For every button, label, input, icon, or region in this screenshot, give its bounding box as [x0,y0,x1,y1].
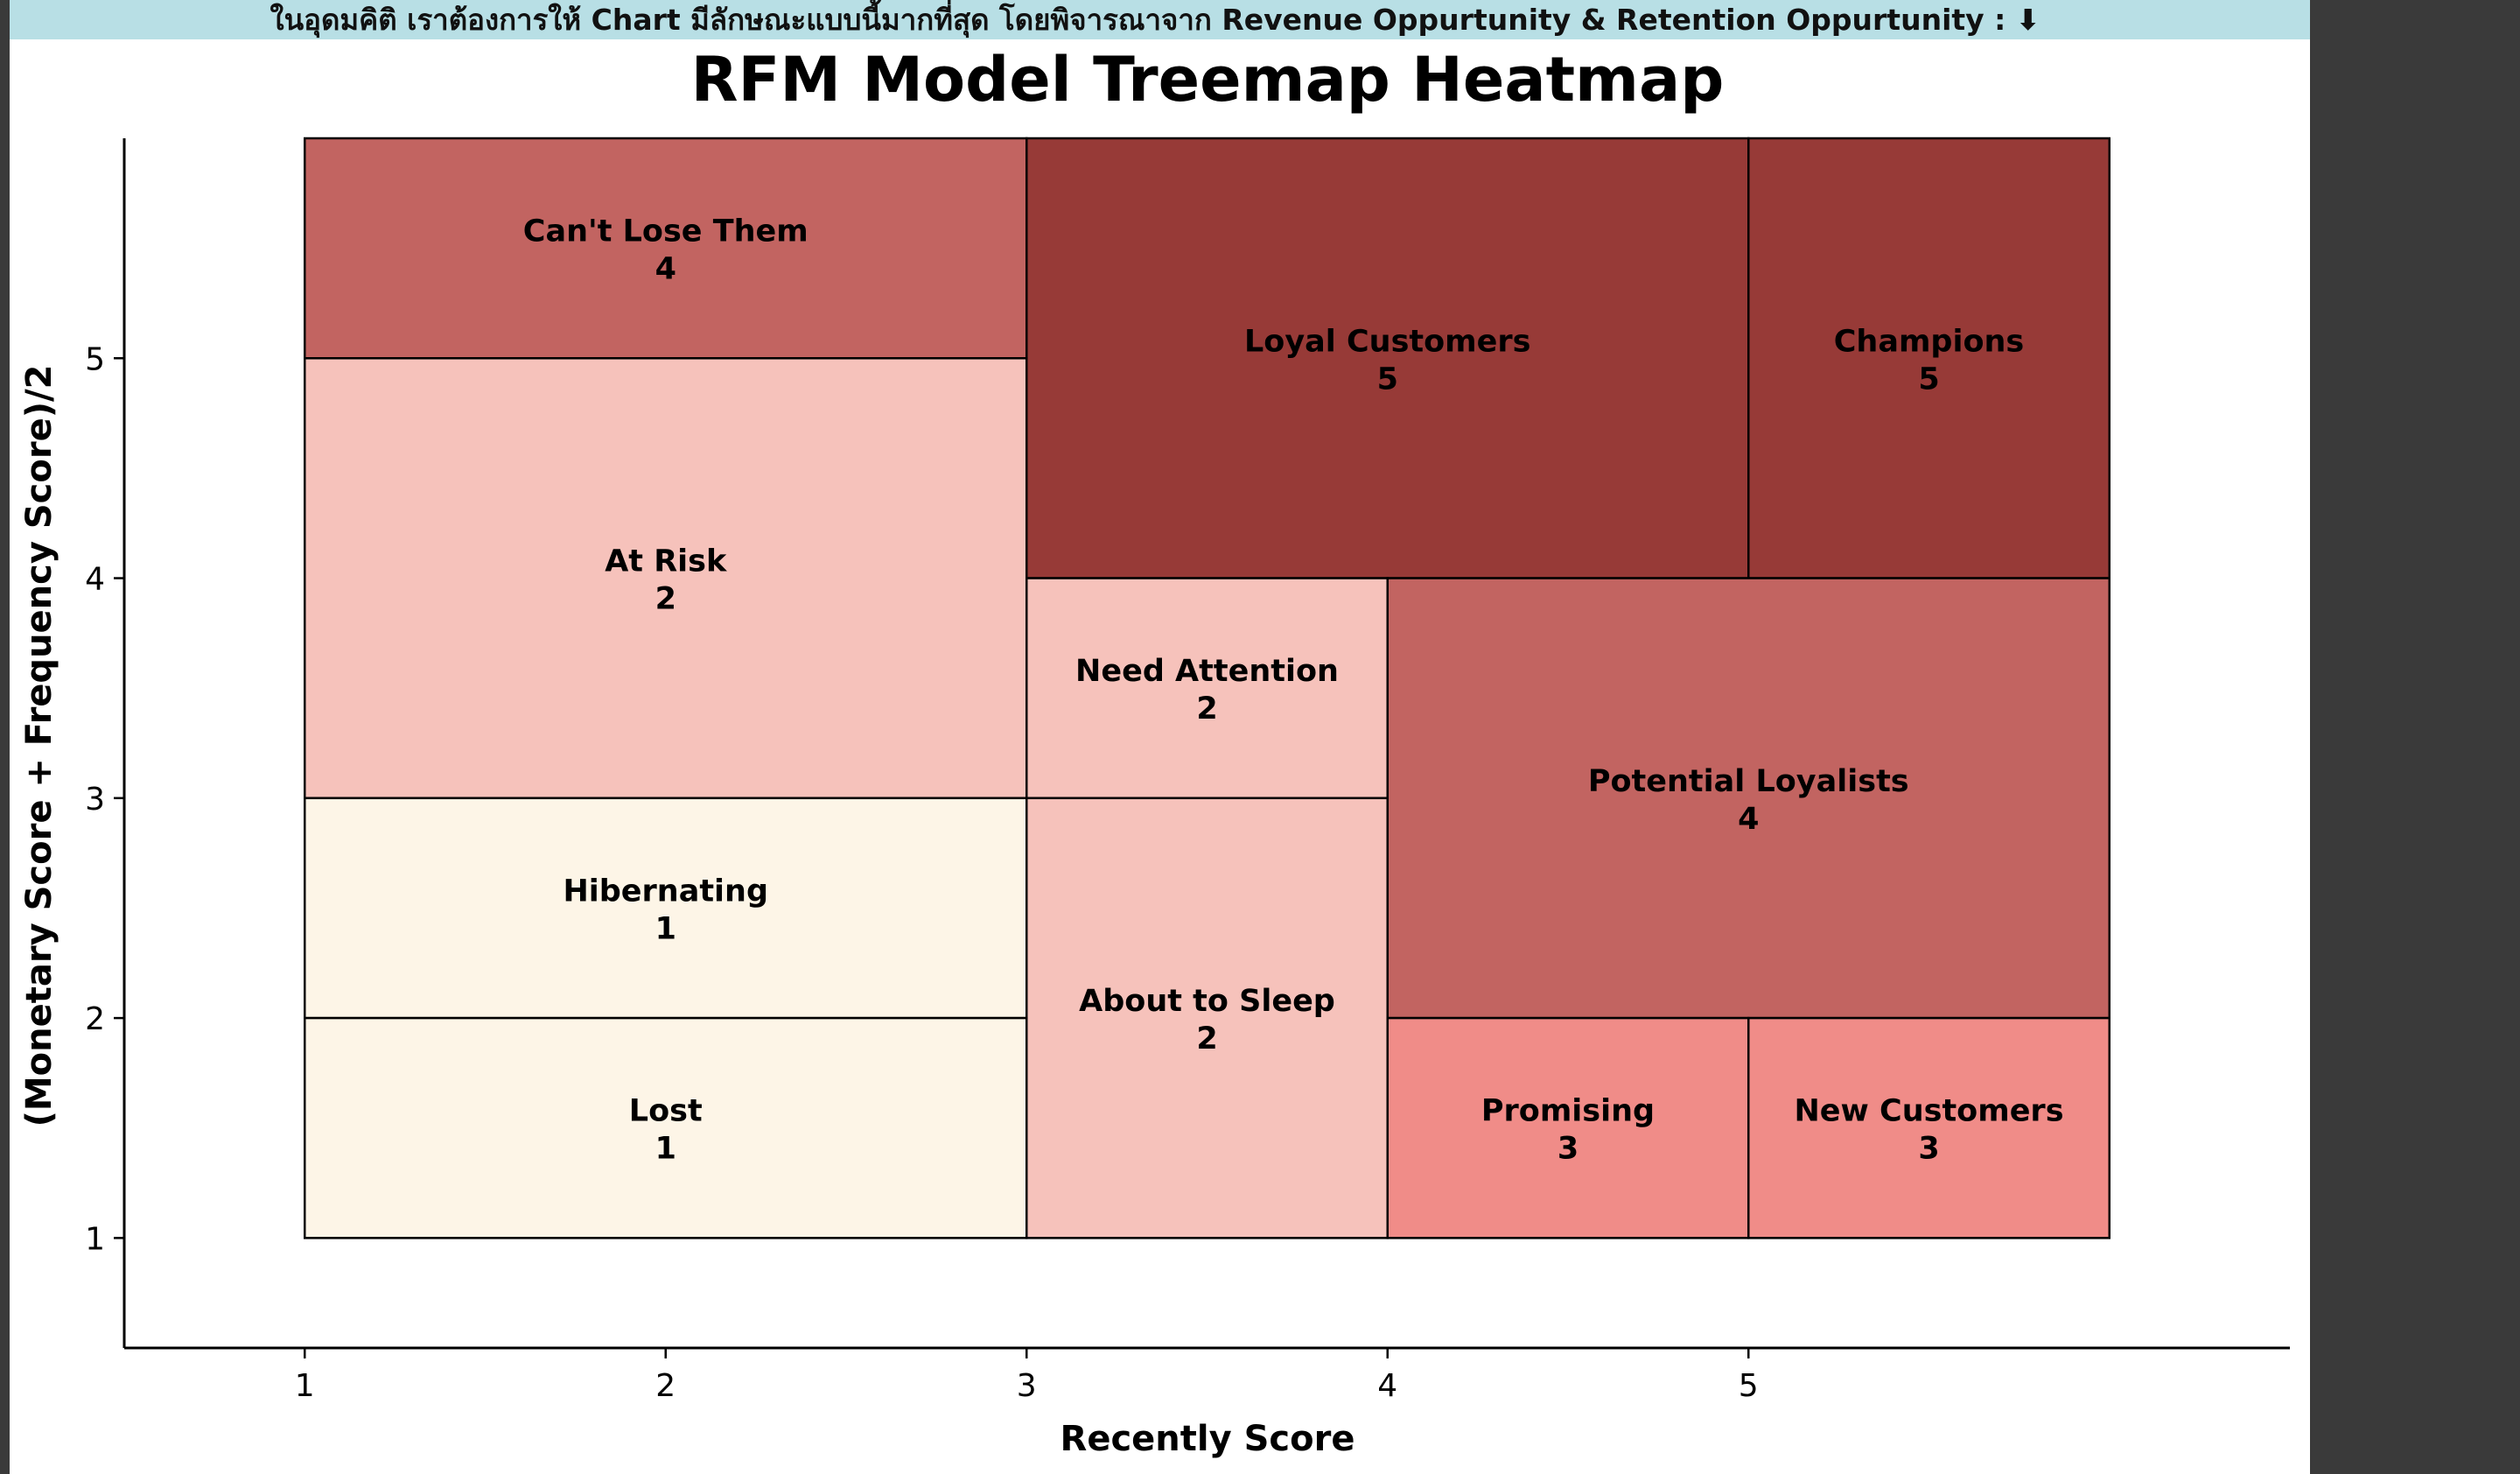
segment-rect-promising [1386,1016,1750,1239]
segment-value-label: 3 [1918,1132,1939,1167]
segment-value-label: 2 [1196,691,1217,726]
segment-name-label: Promising [1481,1094,1655,1129]
y-axis-title: (Monetary Score + Frequency Score)/2 [19,365,60,1127]
y-tick-label: 3 [85,782,105,818]
segment-rect-need-attention [1026,577,1389,800]
segment-value-label: 1 [655,911,676,946]
segment-name-label: At Risk [605,544,727,579]
segment-name-label: Lost [629,1094,703,1129]
segment-rect-about-to-sleep [1026,797,1389,1239]
x-tick-label: 1 [295,1368,315,1404]
segment-value-label: 5 [1918,361,1939,397]
segment-name-label: New Customers [1794,1094,2063,1129]
segment-value-label: 2 [1196,1021,1217,1056]
segment-value-label: 2 [655,582,676,617]
segment-name-label: Potential Loyalists [1588,764,1909,799]
segment-name-label: Loyal Customers [1244,324,1530,359]
x-axis-title: Recently Score [1060,1419,1355,1459]
segment-rect-lost [304,1016,1028,1239]
x-tick-label: 5 [1739,1368,1759,1404]
y-tick-label: 4 [85,562,105,598]
segment-name-label: Can't Lose Them [523,214,808,249]
y-tick-label: 2 [85,1001,105,1037]
axes: 1 2 3 4 5 1 2 3 4 5 [85,138,2290,1404]
segment-value-label: 4 [655,252,676,287]
x-tick-label: 3 [1017,1368,1037,1404]
x-tick-label: 2 [655,1368,676,1404]
x-tick-label: 4 [1377,1368,1397,1404]
y-tick-label: 5 [85,341,105,377]
segment-name-label: Champions [1834,324,2025,359]
segment-rect-hibernating [304,797,1028,1020]
segment-name-label: Hibernating [563,874,768,909]
segment-name-label: About to Sleep [1079,984,1335,1019]
y-tick-label: 1 [85,1221,105,1257]
segment-rect-new-customers [1747,1016,2110,1239]
left-window-edge [0,0,10,1474]
segment-value-label: 5 [1377,361,1398,397]
right-dark-panel [2310,0,2520,1474]
segment-rect-potential-loyalists [1386,577,2110,1020]
segment-rect-champions [1747,137,2110,579]
segment-name-label: Need Attention [1075,654,1339,689]
segment-value-label: 3 [1558,1132,1578,1167]
segment-value-label: 1 [655,1132,676,1167]
chart-title: RFM Model Treemap Heatmap [691,44,1725,116]
segment-rect-can-t-lose-them [304,137,1028,360]
segment-rect-at-risk [304,357,1028,800]
segment-value-label: 4 [1738,802,1759,837]
banner-text: ในอุดมคิติ เราต้องการให้ Chart มีลักษณะแ… [0,0,2310,39]
segment-rect-loyal-customers [1026,137,1750,579]
